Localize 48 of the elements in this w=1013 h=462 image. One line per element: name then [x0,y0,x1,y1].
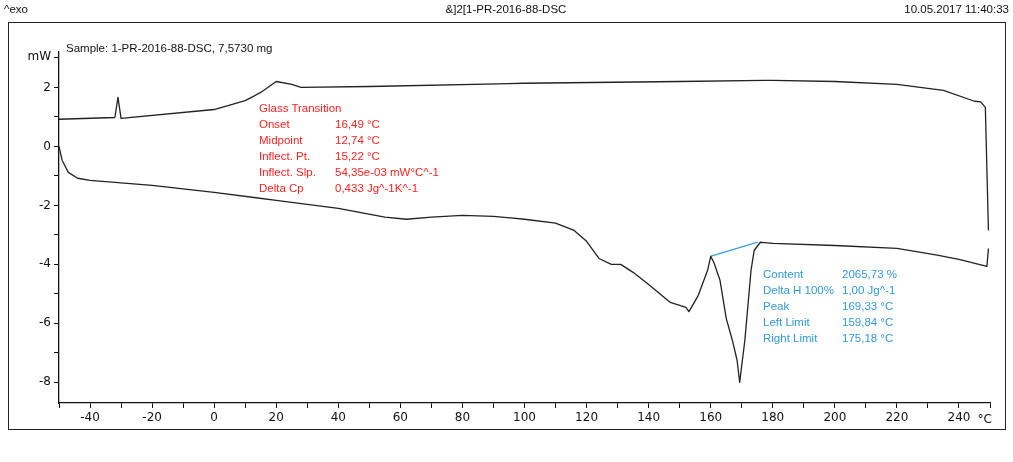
annotation: Content [763,268,804,280]
x-tick-label: 100 [513,410,536,425]
x-tick-label: 40 [330,410,346,425]
annotation: Glass Transition [259,102,342,114]
annotation: 169,33 °C [842,300,894,312]
annotation: Midpoint [259,134,303,146]
annotation: Peak [763,300,790,312]
annotation: Delta Cp [259,182,304,194]
y-tick-label: -4 [39,256,51,271]
text: ^exo [4,3,28,15]
x-axis-title: °C [977,412,992,427]
annotation: Inflect. Slp. [259,166,316,178]
annotation: 175,18 °C [842,332,894,344]
x-tick-label: 0 [210,410,218,425]
annotation: 159,84 °C [842,316,894,328]
annotation: 54,35e-03 mW°C^-1 [335,166,439,178]
annotation: 0,433 Jg^-1K^-1 [335,182,419,194]
annotation: 2065,73 % [842,268,897,280]
y-tick-label: -2 [39,197,51,212]
x-tick-label: 220 [885,410,909,425]
x-tick-label: 200 [823,410,847,425]
y-tick-label: -8 [39,374,51,389]
text: 10.05.2017 11:40:33 [904,3,1009,15]
x-tick-label: 80 [454,410,471,425]
y-tick-label: -6 [39,315,51,330]
annotation: 15,22 °C [335,150,380,162]
y-axis-title: mW [27,49,52,64]
annotation: Onset [259,118,290,130]
chart-title: &]2[1-PR-2016-88-DSC [445,3,567,15]
x-tick-label: -20 [142,410,162,425]
annotation: 16,49 °C [335,118,380,130]
x-tick-label: -40 [80,410,100,425]
x-tick-label: 240 [947,410,971,425]
annotation: Right Limit [763,332,818,344]
annotation: Delta H 100% [763,284,834,296]
y-tick-label: 0 [43,138,51,153]
x-tick-label: 160 [699,410,723,425]
annotation: 12,74 °C [335,134,380,146]
x-tick-label: 120 [575,410,599,425]
x-tick-label: 140 [637,410,661,425]
x-tick-label: 180 [761,410,785,425]
x-tick-label: 20 [268,410,284,425]
annotation: Left Limit [763,316,810,328]
annotation: Inflect. Pt. [259,150,311,162]
y-tick-label: 2 [43,79,51,94]
chart-subtitle: Sample: 1-PR-2016-88-DSC, 7,5730 mg [66,42,273,54]
annotation: 1,00 Jg^-1 [842,284,896,296]
x-tick-label: 60 [392,410,409,425]
